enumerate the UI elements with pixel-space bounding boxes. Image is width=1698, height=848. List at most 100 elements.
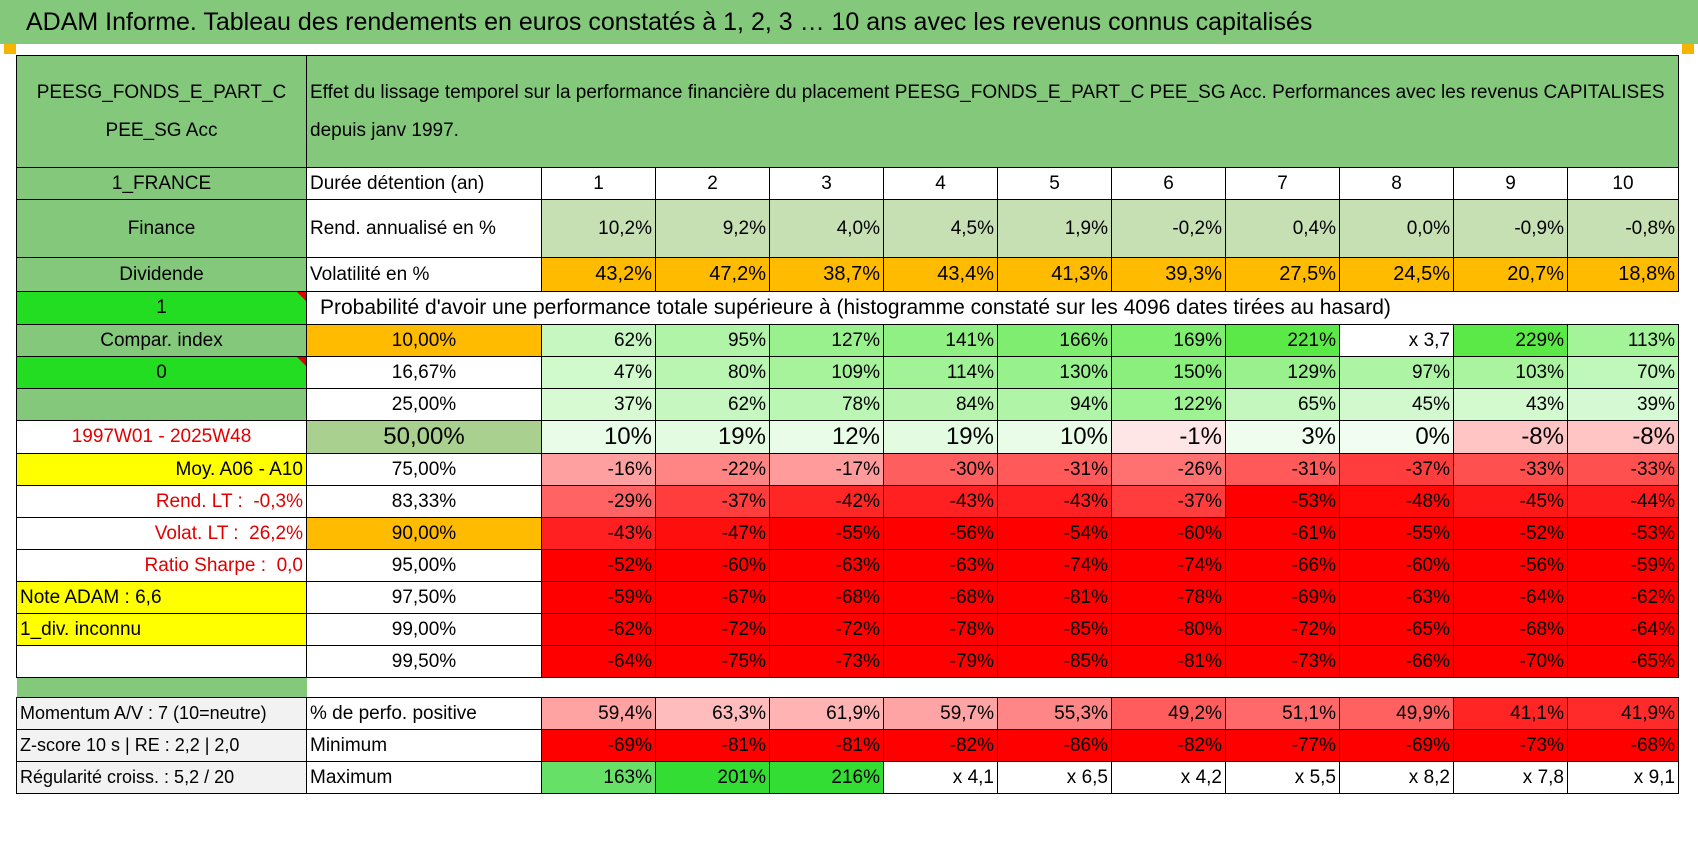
threshold-pct: 97,50% [306,581,542,614]
rend-lt-label: Rend. LT : [155,490,243,512]
vol-value-9: 20,7% [1453,257,1568,292]
bottom-value: x 9,1 [1567,761,1679,794]
threshold-pct: 99,00% [306,613,542,646]
bottom-value: x 8,2 [1339,761,1454,794]
bottom-value: 51,1% [1225,697,1340,730]
prob-value: 19% [655,420,770,454]
bottom-row: Momentum A/V : 7 (10=neutre)% de perfo. … [16,697,1679,730]
bottom-value: 61,9% [769,697,884,730]
prob-value: -60% [1339,549,1454,582]
bottom-value: -82% [1111,729,1226,762]
prob-value: -22% [655,453,770,486]
div-label: 1_div. inconnu [16,613,307,646]
volat-lt-label: Volat. LT : [154,522,239,544]
report-title: ADAM Informe. Tableau des rendements en … [0,0,1698,44]
bottom-value: 49,2% [1111,697,1226,730]
bottom-value: 59,7% [883,697,998,730]
note-adam: Note ADAM : 6,6 [16,581,307,614]
year-header-7: 7 [1225,167,1340,200]
prob-value: -60% [655,549,770,582]
rend-value-8: 0,0% [1339,199,1454,258]
fund-name-line2: PEE_SG Acc [105,119,218,141]
prob-value: -69% [1225,581,1340,614]
year-header-1: 1 [541,167,656,200]
prob-value: 10% [541,420,656,454]
bottom-metric-label: Maximum [306,761,542,794]
prob-value: 78% [769,388,884,421]
prob-row: Volat. LT : 26,2% 90,00% -43% -47% -55% -56% -… [16,517,1679,550]
prob-value: -62% [541,613,656,646]
spacer-cell [542,678,656,698]
prob-row: Note ADAM : 6,6 97,50% -59% -67% -68% -68% -81… [16,581,1679,614]
prob-value: -44% [1567,485,1679,518]
rend-value-3: 4,0% [769,199,884,258]
prob-value: -59% [1567,549,1679,582]
prob-value: 95% [655,324,770,357]
bottom-value: -68% [1567,729,1679,762]
bottom-value: -82% [883,729,998,762]
bottom-value: 59,4% [541,697,656,730]
rend-value-9: -0,9% [1453,199,1568,258]
prob-value: -74% [1111,549,1226,582]
vol-value-2: 47,2% [655,257,770,292]
prob-row: Compar. index 10,00% 62% 95% 127% 141% 166% 169… [16,324,1679,357]
prob-row: 99,50% -64% -75% -73% -79% -85% -81% -73% -66% -7… [16,645,1679,678]
threshold-pct: 16,67% [306,356,542,389]
prob-value: -55% [1339,517,1454,550]
prob-value: -48% [1339,485,1454,518]
fund-name-cell: PEESG_FONDS_E_PART_C PEE_SG Acc [16,55,307,168]
year-header-3: 3 [769,167,884,200]
prob-row: 1997W01 - 2025W48 50,00% 10% 19% 12% 19% 10% -1… [16,420,1679,454]
bottom-value: 41,1% [1453,697,1568,730]
sharpe-value: 0,0 [276,554,303,576]
period-label: 1997W01 - 2025W48 [16,420,307,454]
prob-value: -63% [769,549,884,582]
prob-row: Ratio Sharpe : 0,0 95,00% -52% -60% -63% -63%… [16,549,1679,582]
prob-value: 70% [1567,356,1679,389]
prob-value: x 3,7 [1339,324,1454,357]
prob-value: 19% [883,420,998,454]
prob-title-spacer-2 [1568,292,1679,325]
spacer-cell [770,678,884,698]
prob-title: Probabilité d'avoir une performance tota… [320,296,1391,319]
rend-value-6: -0,2% [1111,199,1226,258]
duration-label: Durée détention (an) [306,167,542,200]
bottom-metric-label: % de perfo. positive [306,697,542,730]
prob-value: -37% [655,485,770,518]
prob-value: -45% [1453,485,1568,518]
spacer-cell [656,678,770,698]
prob-value: -37% [1111,485,1226,518]
prob-value: -59% [541,581,656,614]
prob-value: 12% [769,420,884,454]
prob-value: 122% [1111,388,1226,421]
prob-value: -78% [883,613,998,646]
rend-label: Rend. annualisé en % [306,199,542,258]
prob-value: 97% [1339,356,1454,389]
prob-value: -43% [997,485,1112,518]
prob-value: 10% [997,420,1112,454]
bottom-value: 55,3% [997,697,1112,730]
volat-lt-cell: Volat. LT : 26,2% [16,517,307,550]
prob-value: 80% [655,356,770,389]
bottom-metric-label: Minimum [306,729,542,762]
vol-value-1: 43,2% [541,257,656,292]
vol-value-6: 39,3% [1111,257,1226,292]
year-header-5: 5 [997,167,1112,200]
prob-value: 3% [1225,420,1340,454]
prob-value: -70% [1453,645,1568,678]
type-label: Dividende [16,257,307,292]
prob-value: -72% [769,613,884,646]
threshold-pct: 75,00% [306,453,542,486]
prob-row: 0 16,67% 47% 80% 109% 114% 130% 150% 129% 97% 103%… [16,356,1679,389]
prob-value: -8% [1453,420,1568,454]
year-header-6: 6 [1111,167,1226,200]
prob-value: -37% [1339,453,1454,486]
prob-value: -73% [769,645,884,678]
prob-value: -54% [997,517,1112,550]
bottom-value: -69% [541,729,656,762]
prob-value: 39% [1567,388,1679,421]
threshold-pct: 25,00% [306,388,542,421]
prob-value: -52% [541,549,656,582]
rend-value-5: 1,9% [997,199,1112,258]
prob-value: -64% [541,645,656,678]
